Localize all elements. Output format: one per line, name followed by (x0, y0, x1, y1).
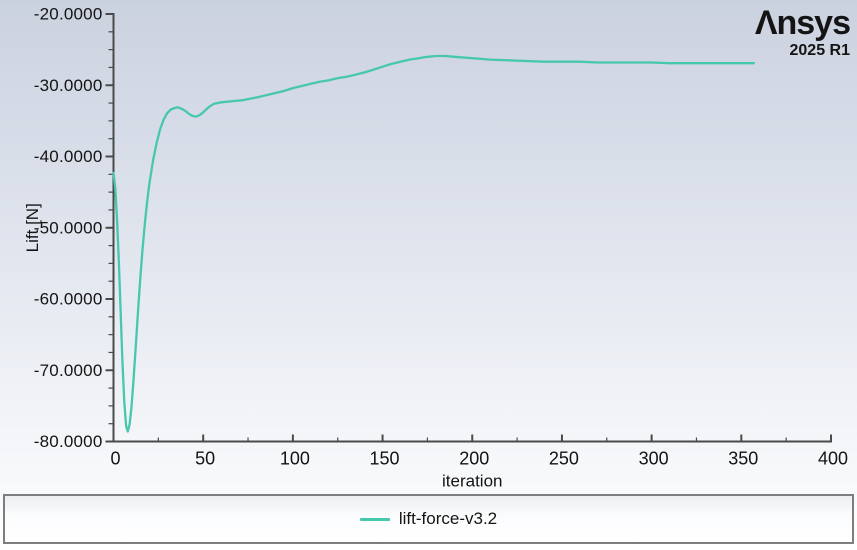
x-tick-label: 50 (195, 449, 215, 469)
ansys-logo-rest: nsys (776, 4, 851, 42)
ansys-logo-text: Λnsys (754, 4, 851, 42)
y-tick-label: -50.0000 (34, 218, 103, 237)
y-tick-label: -30.0000 (34, 76, 103, 95)
x-tick-label: 300 (639, 449, 669, 469)
x-tick-label: 100 (280, 449, 310, 469)
y-tick-label: -60.0000 (34, 290, 103, 309)
x-tick-label: 150 (370, 449, 400, 469)
ansys-logo: Λnsys 2025 R1 (754, 4, 851, 59)
x-tick-label: 200 (459, 449, 489, 469)
x-tick-label: 0 (110, 449, 120, 469)
legend-series-label: lift-force-v3.2 (398, 509, 498, 528)
series-line (112, 54, 756, 433)
ansys-version-text: 2025 R1 (789, 42, 851, 59)
ansys-logo-lambda: Λ (754, 4, 778, 42)
plot-area: -20.0000 -30.0000 -40.0000 -50.0000 -60.0000… (23, 5, 848, 491)
y-tick-label: -20.0000 (34, 5, 103, 24)
x-tick-label: 250 (549, 449, 579, 469)
x-tick-label: 400 (818, 449, 848, 469)
x-axis-title: iteration (442, 472, 502, 491)
y-axis-title: Lift [N] (23, 203, 42, 252)
y-tick-label: -70.0000 (34, 361, 103, 380)
y-tick-label: -40.0000 (34, 147, 103, 166)
y-tick-label: -80.0000 (34, 432, 103, 451)
legend-line-swatch (359, 517, 390, 521)
x-tick-label: 350 (728, 449, 758, 469)
legend: lift-force-v3.2 (3, 494, 854, 544)
